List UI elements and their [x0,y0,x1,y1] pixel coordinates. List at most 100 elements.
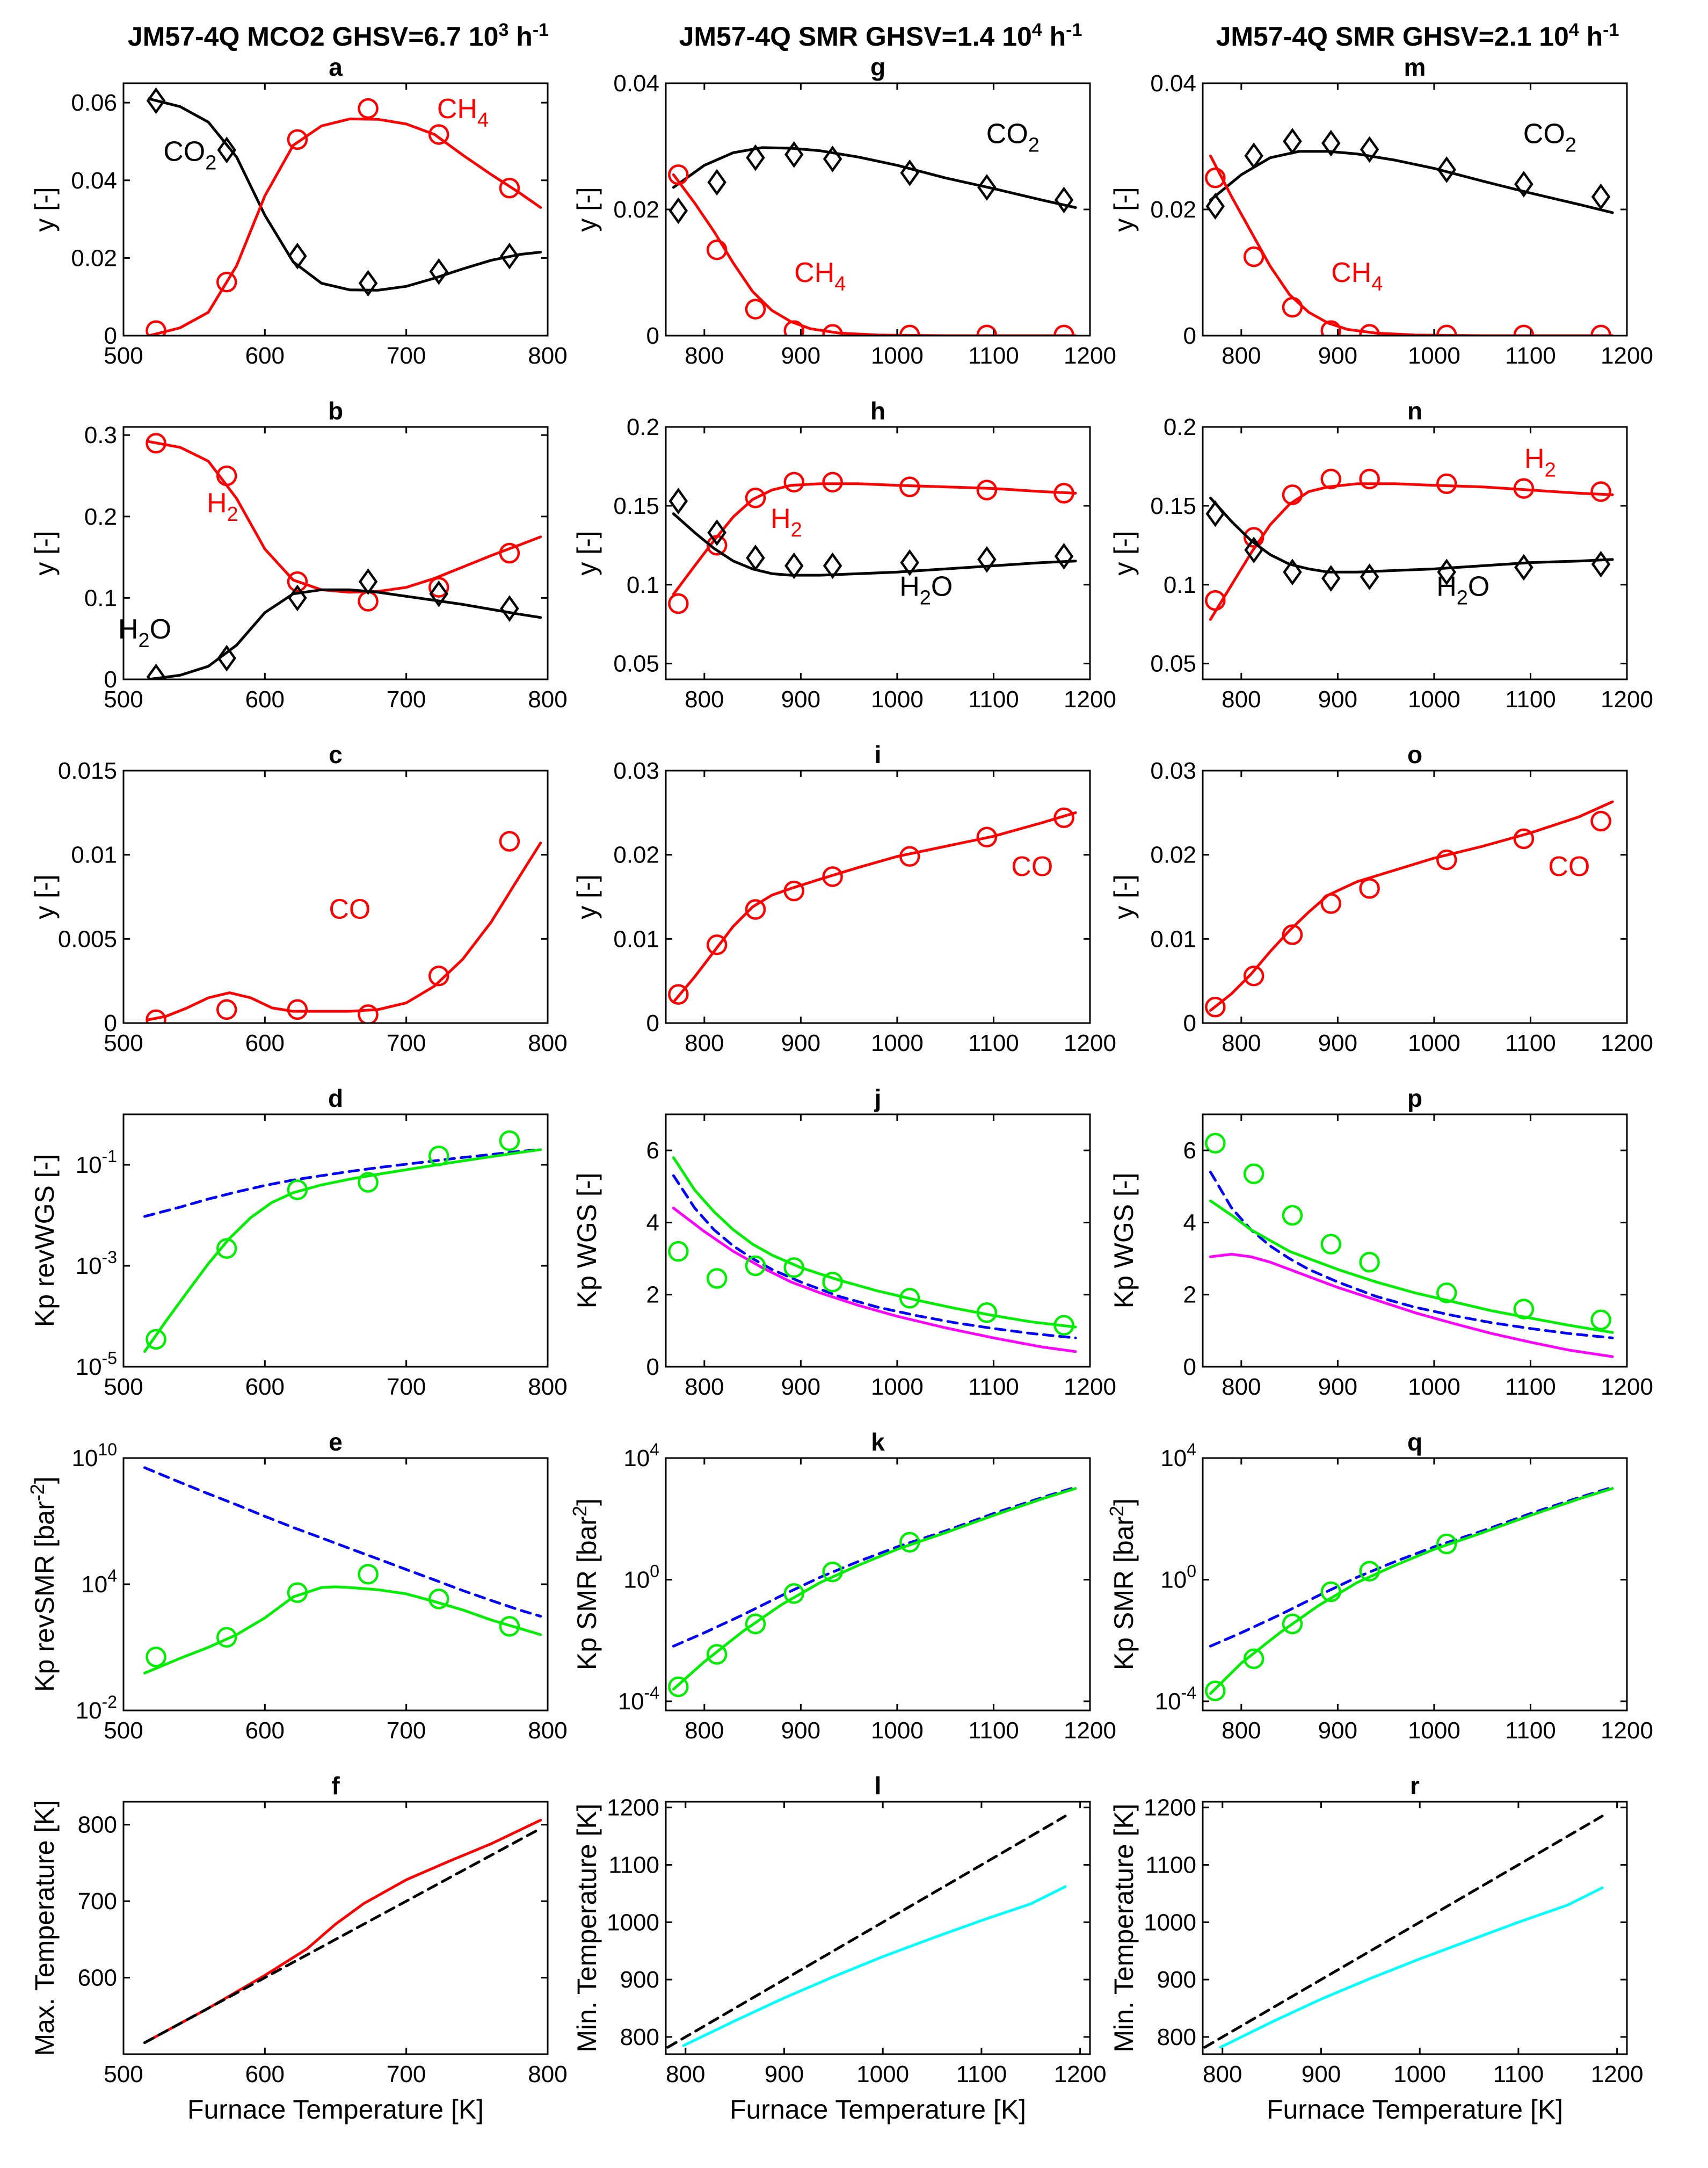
panel-l-furnace-line [666,1815,1067,2049]
panel-i-ytick-label: 0.02 [613,842,659,868]
panel-b-data-point [500,595,519,622]
panel-k-data-point [899,1532,920,1553]
panel-q-data-point [1320,1581,1342,1603]
panel-q-ytick-label: 104 [1160,1440,1196,1471]
panel-k-series [668,1485,1077,1698]
panel-p-model-2-line [1209,1253,1614,1358]
panel-o-ytick-label: 0.03 [1150,758,1196,784]
panel-n-ytick-label: 0.1 [1164,572,1196,598]
panel-m-ytick-label: 0.04 [1150,70,1196,97]
panel-o-data-point [1243,966,1264,987]
panel-i-data-point [822,866,843,887]
panel-l-ytick-label: 1000 [607,1909,659,1935]
panel-p-xtick-label: 1200 [1601,1374,1653,1400]
panel-m-data-point [1320,320,1342,336]
panel-a-ytick-label: 0 [104,323,117,349]
panel-f-furnace-line [143,1827,542,2044]
panel-h-h2o-model-line [672,512,1077,577]
panel-d-ytick-label: 10-3 [76,1248,117,1279]
panel-r-ytick-label: 1200 [1144,1795,1196,1821]
panel-e-data-point [216,1627,237,1648]
panel-l-ytick-label: 900 [620,1967,659,1993]
panel-k-ytick-label: 104 [623,1440,659,1471]
panel-b-annotation: H2O [118,614,171,652]
panel-j-data-point [822,1271,843,1293]
panel-d-xtick-label: 700 [387,1374,426,1400]
panel-i-data-point [783,880,805,902]
panel-r-title: r [1410,1772,1420,1800]
panel-c-ytick-label: 0.005 [58,926,117,952]
panel-b-ytick-label: 0.3 [84,422,117,448]
panel-g-xtick-label: 800 [685,343,724,369]
panel-o-ytick-label: 0.01 [1150,926,1196,952]
panel-f-xtick-label: 800 [528,2061,567,2087]
panel-q: q 800 900 1000 1100 1200 10-4 100 104 Kp SMR [bar… [1106,1428,1653,1744]
panel-o-xtick-label: 900 [1318,1030,1357,1056]
panel-r-xtick-label: 1100 [1493,2061,1544,2087]
panel-f-axes-box [122,1801,549,2055]
panel-m-data-point [1205,193,1225,220]
panel-f-ytick-label: 700 [78,1888,117,1915]
panel-o-axes-box [1202,770,1628,1024]
panel-p-data-point [1320,1234,1342,1255]
panel-r-xtick-label: 900 [1302,2061,1341,2087]
panel-o-co-model-line [1209,800,1614,1012]
panel-l-ylabel: Min. Temperature [K] [572,1803,602,2052]
panel-a-data-point [358,270,378,297]
panel-h-xtick-label: 1100 [968,686,1019,713]
panel-i-ytick-label: 0.03 [613,758,659,784]
panel-a-title: a [329,53,343,81]
panel-p-ytick-label: 0 [1183,1354,1196,1380]
panel-j-ytick-label: 0 [646,1354,659,1380]
panel-n: n 800 900 1000 1100 1200 0.05 0.1 0.15 0.2 y [-] H2… [1109,397,1653,713]
panel-p-axes-box [1202,1113,1628,1368]
panel-p-data-point [1282,1205,1303,1226]
panel-c-axes-box [122,770,549,1024]
panel-f-xtick-label: 600 [245,2061,285,2087]
panel-k-data-point [668,1676,689,1698]
panel-b-data-point [499,542,520,564]
panel-g-data-point [745,299,766,320]
panel-g-ytick-label: 0.02 [613,197,659,223]
panel-n-xtick-label: 900 [1318,686,1357,713]
panel-n-data-point [1513,478,1535,499]
panel-a-xtick-label: 800 [528,343,567,369]
panel-h-data-point [783,472,805,493]
panel-k-data-point [706,1644,728,1665]
panel-d-axes-box [122,1113,549,1368]
panel-h-data-point [900,549,920,576]
panel-d-ytick-label: 10-5 [76,1348,117,1380]
panel-i-data-point [745,899,766,920]
panel-a-data-point [217,136,236,164]
panel-c-ytick-label: 0.01 [71,842,117,868]
panel-o-data-point [1359,878,1380,899]
panel-m-ylabel: y [-] [1109,187,1139,231]
panel-j-ytick-label: 2 [646,1282,659,1308]
panel-n-h2o-model-line [1209,496,1614,574]
panel-g-data-point [706,239,728,260]
panel-h-data-point [1053,483,1074,504]
panel-q-data-point [1436,1533,1457,1555]
panel-p-xtick-label: 900 [1318,1374,1357,1400]
panel-o-data-point [1282,924,1303,945]
panel-m-xtick-label: 1200 [1601,343,1653,369]
panel-n-data-point [1205,500,1225,527]
panel-q-ylabel: Kp SMR [bar2] [1106,1498,1139,1670]
panel-m-annotation: CH4 [1331,257,1383,295]
panel-k-xtick-label: 900 [781,1717,820,1744]
panel-b-data-point [429,580,448,607]
panel-d-data-point [146,1329,166,1350]
panel-k-xtick-label: 1000 [871,1717,924,1744]
panel-j-data-point [745,1255,766,1277]
panel-c-xtick-label: 500 [104,1030,143,1056]
panel-c-data-point [146,1009,166,1023]
panel-q-xtick-label: 1100 [1505,1717,1556,1744]
panel-d-equilibrium-line [143,1148,542,1218]
panel-j-equilibrium-line [672,1174,1077,1339]
panel-o-series [1205,800,1614,1018]
panel-e-data-point [146,1647,166,1667]
panel-d-data-point [499,1130,520,1151]
panel-m-title: m [1404,53,1426,81]
panel-m-data-point [1514,171,1533,198]
panel-g-ytick-label: 0 [646,323,659,349]
